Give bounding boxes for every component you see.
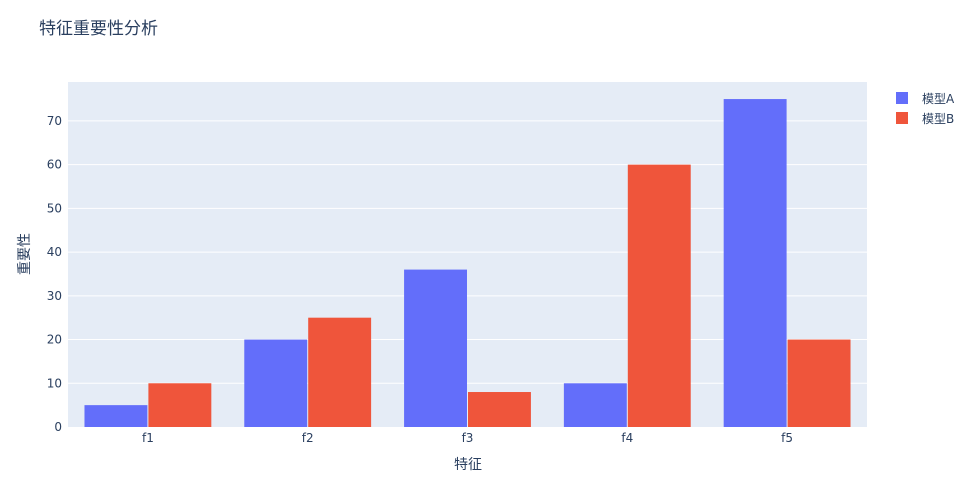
- chart-title: 特征重要性分析: [39, 19, 158, 39]
- y-tick-label: 50: [47, 201, 62, 215]
- x-axis-ticks: f1 f2 f3 f4 f5: [142, 431, 793, 445]
- y-tick-label: 20: [47, 333, 62, 347]
- bar-series-b-f1[interactable]: [148, 383, 212, 427]
- bar-series-a-f4[interactable]: [563, 383, 627, 427]
- y-tick-label: 60: [47, 158, 62, 172]
- x-tick-label: f3: [462, 431, 474, 445]
- y-tick-label: 70: [47, 114, 62, 128]
- bar-series-b-f3[interactable]: [468, 392, 531, 427]
- bar-series-b-f5[interactable]: [787, 339, 851, 427]
- bar-series-a-f3[interactable]: [404, 269, 467, 427]
- y-tick-label: 0: [54, 420, 62, 434]
- legend-label-series-a: 模型A: [922, 91, 955, 106]
- y-axis-title: 重要性: [17, 233, 33, 275]
- bar-series-a-f1[interactable]: [84, 405, 148, 427]
- x-tick-label: f2: [302, 431, 314, 445]
- y-axis-ticks: 0 10 20 30 40 50 60 70: [47, 114, 62, 434]
- x-tick-label: f4: [621, 431, 633, 445]
- legend[interactable]: 模型A 模型B: [896, 88, 954, 128]
- legend-label-series-b: 模型B: [922, 111, 955, 126]
- legend-swatch-series-b: [896, 112, 908, 124]
- y-tick-label: 30: [47, 289, 62, 303]
- bar-series-b-f4[interactable]: [627, 164, 691, 427]
- legend-swatch-series-a: [896, 92, 908, 104]
- x-axis-title: 特征: [454, 457, 482, 473]
- y-tick-label: 10: [47, 376, 62, 390]
- legend-item-series-b[interactable]: 模型B: [896, 108, 954, 128]
- x-tick-label: f1: [142, 431, 154, 445]
- bar-series-b-f2[interactable]: [308, 317, 372, 427]
- x-tick-label: f5: [781, 431, 793, 445]
- legend-item-series-a[interactable]: 模型A: [896, 88, 954, 108]
- bar-series-a-f5[interactable]: [723, 99, 787, 428]
- bars: [84, 99, 851, 428]
- bar-series-a-f2[interactable]: [244, 339, 308, 427]
- y-tick-label: 40: [47, 245, 62, 259]
